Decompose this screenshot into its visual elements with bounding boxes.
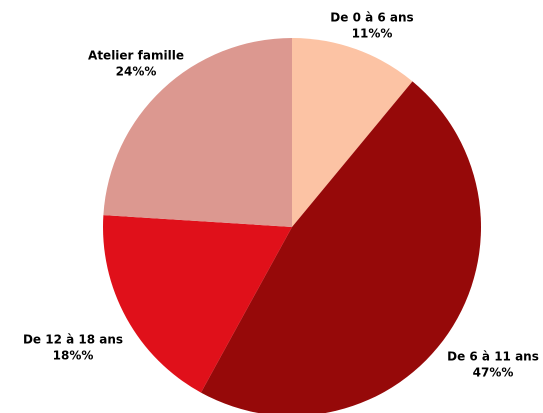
pie-slice <box>292 38 413 227</box>
slice-value-label: 18%% <box>53 349 94 363</box>
slice-label: De 12 à 18 ans <box>23 333 123 347</box>
slice-value-label: 47%% <box>473 366 514 380</box>
slice-value-label: 11%% <box>352 27 393 41</box>
slice-label: Atelier famille <box>88 49 184 63</box>
pie-slice <box>103 215 293 393</box>
slice-label: De 6 à 11 ans <box>447 350 539 364</box>
slice-label: De 0 à 6 ans <box>330 11 413 25</box>
slice-value-label: 24%% <box>116 65 157 79</box>
pie-slice <box>200 81 481 413</box>
pie-slice <box>103 38 292 227</box>
